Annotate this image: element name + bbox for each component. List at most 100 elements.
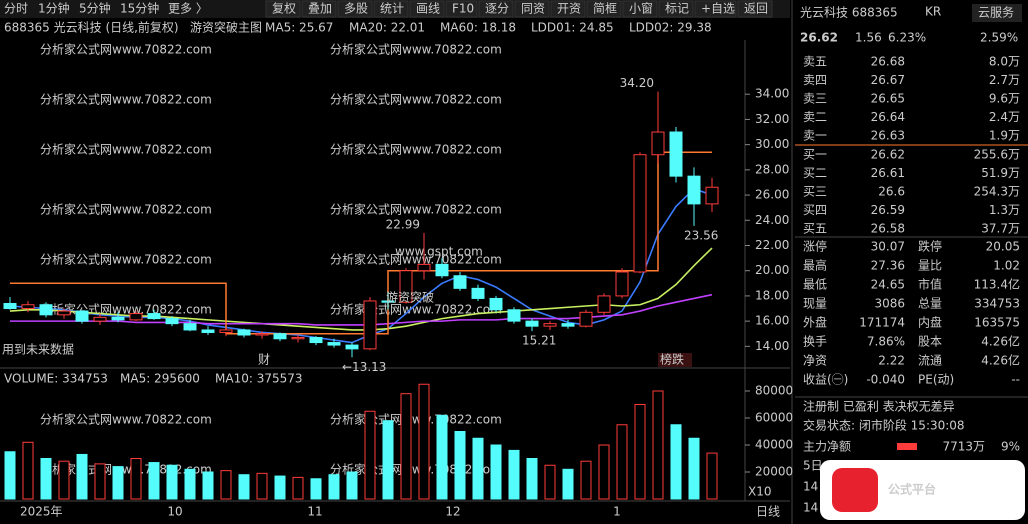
toolbar-tab[interactable]: 更多 〉 [168, 2, 208, 16]
row-label: 14 [803, 480, 818, 494]
toolbar-button[interactable] [373, 0, 409, 18]
toolbar-tab[interactable]: 5分钟 [79, 1, 111, 16]
flow-label: 主力净额 [803, 440, 851, 454]
volume-bar [364, 410, 376, 500]
volume-bar [112, 466, 124, 500]
candle-body [273, 333, 287, 340]
toolbar-button[interactable] [445, 0, 478, 18]
candle-body [237, 329, 251, 336]
toolbar-button-label[interactable]: 多股 [344, 2, 368, 16]
stat-label: PE(动) [918, 373, 954, 387]
toolbar-button[interactable] [478, 0, 514, 18]
toolbar-button[interactable] [586, 0, 622, 18]
change: 1.56 [855, 31, 882, 45]
service[interactable]: 云服务 [978, 5, 1014, 20]
volume-bar [454, 431, 466, 500]
price-label: 22.99 [386, 218, 420, 232]
watermark: 分析家公式网www.70822.com [330, 412, 502, 427]
stock-label: 688365 光云科技 (日线,前复权) [4, 20, 179, 35]
toolbar-button[interactable] [737, 0, 773, 18]
toolbar-button[interactable] [265, 0, 301, 18]
toolbar-button-label[interactable]: F10 [452, 2, 474, 16]
toolbar-button[interactable] [301, 0, 337, 18]
volume-legend: MA5: 295600 [120, 372, 200, 386]
stat-label: 现量 [803, 297, 827, 311]
toolbar-button-label[interactable]: 返回 [744, 2, 768, 16]
toolbar-button-label[interactable]: 简框 [593, 2, 617, 16]
volume-bar [346, 471, 358, 500]
book-price: 26.61 [871, 166, 905, 180]
stat-value: 7.86% [867, 335, 905, 349]
tag: KR [925, 5, 941, 19]
toolbar-button-label[interactable]: 逐分 [485, 2, 509, 16]
volume-legend: VOLUME: 334753 [4, 372, 108, 386]
watermark: 分析家公式网www.70822.com [330, 42, 502, 57]
toolbar-tab[interactable]: 分时 [4, 2, 28, 16]
toolbar-button[interactable] [658, 0, 694, 18]
book-volume: 2.4万 [989, 110, 1020, 124]
volume-bar [292, 476, 304, 500]
indicator-line [10, 293, 713, 326]
toolbar-button-label[interactable]: 画线 [416, 2, 440, 16]
volume-bar [220, 470, 232, 500]
toolbar-tab[interactable]: 15分钟 [120, 1, 159, 16]
y-tick-label: 24.00 [755, 213, 789, 227]
indicator-line [9, 247, 713, 331]
toolbar-button-label[interactable]: 叠加 [308, 2, 332, 16]
candle-body [597, 295, 611, 313]
candle-body [417, 263, 431, 272]
volume-bar [382, 420, 394, 500]
volume-bar [22, 441, 34, 500]
toolbar-button[interactable] [514, 0, 550, 18]
toolbar-button[interactable] [694, 0, 737, 18]
stat-label: 股本 [918, 335, 942, 349]
candle-body [687, 175, 701, 205]
flow-value: 7713万 [942, 440, 985, 454]
stat-label: 跌停 [918, 239, 942, 254]
toolbar-button[interactable] [622, 0, 658, 18]
toolbar-button[interactable] [409, 0, 445, 18]
stat-value: 4.26亿 [981, 353, 1020, 368]
toolbar-button-label[interactable]: 统计 [380, 2, 404, 16]
toolbar-button[interactable] [337, 0, 373, 18]
toolbar-button-label[interactable]: 复权 [272, 2, 296, 16]
volume-bar [274, 475, 286, 500]
legend-item: LDD01: 24.85 [531, 21, 614, 35]
stat-label: 流通 [918, 354, 942, 368]
note-box [658, 353, 692, 367]
volume-bar [616, 424, 628, 500]
book-price: 26.67 [871, 73, 905, 87]
logo-text: 公式平台 [888, 482, 936, 497]
toolbar-button-label[interactable]: 开资 [557, 2, 581, 16]
stat-label: 总量 [918, 297, 942, 311]
volume-bar [184, 468, 196, 500]
toolbar-button-label[interactable]: 同资 [521, 2, 545, 16]
toolbar-button-label[interactable]: 标记 [665, 2, 689, 16]
price-label: 34.20 [620, 76, 654, 90]
candle-body [165, 318, 179, 325]
book-label: 卖四 [803, 73, 827, 87]
book-volume: 1.9万 [989, 129, 1020, 143]
book-volume: 51.9万 [981, 166, 1020, 180]
candle-body [615, 271, 629, 297]
volume-bar [526, 458, 538, 500]
note: 榜跌 [660, 352, 684, 367]
toolbar-button-label[interactable]: 小窗 [629, 2, 653, 16]
volume-bar [130, 458, 142, 500]
book-label: 买四 [803, 203, 827, 217]
toolbar-button-label[interactable]: +自选 [701, 2, 735, 16]
toolbar-button[interactable] [550, 0, 586, 18]
watermark: 分析家公式网www.70822.com [330, 92, 502, 107]
indicator-line [9, 187, 713, 344]
book-volume: 1.3万 [989, 203, 1020, 217]
volume-bar [508, 449, 520, 500]
toolbar-tab[interactable]: 1分钟 [38, 1, 70, 16]
book-volume: 255.6万 [974, 148, 1020, 162]
x-tick-label: 1 [613, 505, 621, 519]
flow-bar [897, 443, 917, 450]
book-price: 26.68 [871, 55, 905, 69]
signal-note: 游资突破 [386, 290, 434, 305]
book-label: 买五 [803, 222, 827, 236]
stat-value: 1.02 [993, 259, 1020, 273]
